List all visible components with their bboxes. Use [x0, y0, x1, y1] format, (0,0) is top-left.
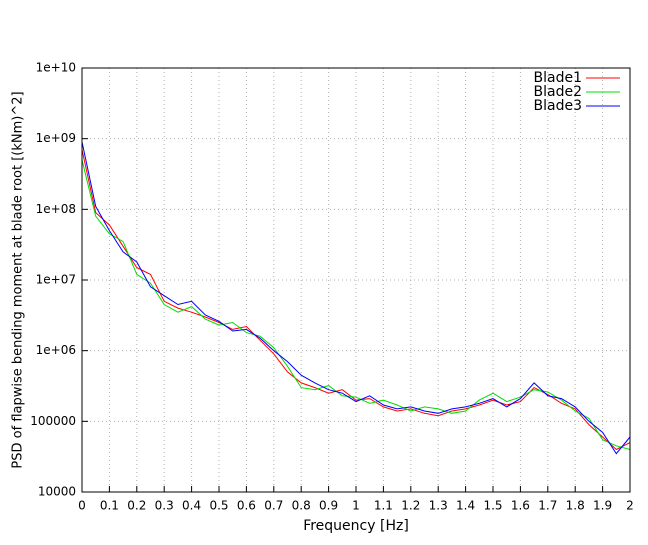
x-axis-label: Frequency [Hz] — [303, 518, 409, 534]
series-line — [81, 149, 631, 451]
x-tick-label: 1.1 — [374, 499, 393, 513]
y-tick-label: 1e+06 — [36, 343, 76, 357]
x-tick-label: 1.9 — [593, 499, 612, 513]
y-tick-label: 1e+09 — [36, 131, 76, 145]
x-tick-label: 2 — [626, 499, 634, 513]
legend-label: Blade2 — [534, 84, 582, 100]
x-tick-label: 0.8 — [292, 499, 311, 513]
y-tick-label: 10000 — [38, 485, 76, 499]
x-tick-label: 0.1 — [100, 499, 119, 513]
x-tick-label: 1.2 — [401, 499, 420, 513]
x-tick-label: 0.3 — [155, 499, 174, 513]
x-tick-label: 1 — [352, 499, 360, 513]
x-tick-label: 0.5 — [209, 499, 228, 513]
x-tick-label: 1.4 — [456, 499, 475, 513]
series-line — [81, 141, 631, 455]
series-line — [81, 159, 631, 450]
x-tick-label: 1.8 — [566, 499, 585, 513]
x-tick-label: 1.3 — [429, 499, 448, 513]
x-tick-label: 0.2 — [127, 499, 146, 513]
y-tick-label: 1e+08 — [36, 202, 76, 216]
x-tick-label: 0.7 — [264, 499, 283, 513]
y-axis-label: PSD of flapwise bending moment at blade … — [11, 91, 26, 468]
y-tick-label: 1e+07 — [36, 273, 76, 287]
x-tick-label: 1.6 — [511, 499, 530, 513]
legend-label: Blade3 — [534, 98, 582, 114]
x-tick-label: 0.6 — [237, 499, 256, 513]
y-tick-label: 100000 — [30, 414, 76, 428]
plot-frame — [81, 67, 631, 493]
x-tick-label: 0.9 — [319, 499, 338, 513]
y-tick-label: 1e+10 — [36, 61, 76, 75]
x-tick-label: 0 — [78, 499, 86, 513]
x-tick-label: 0.4 — [182, 499, 201, 513]
legend-label: Blade1 — [534, 70, 582, 86]
x-tick-label: 1.7 — [538, 499, 557, 513]
x-tick-label: 1.5 — [483, 499, 502, 513]
